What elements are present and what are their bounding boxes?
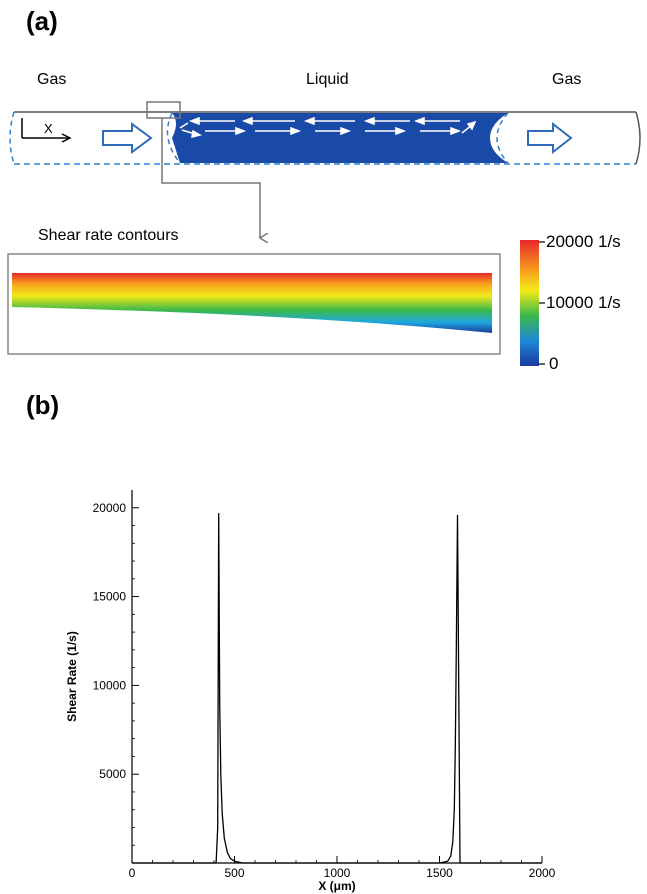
flow-arrow-left-icon [102,122,153,154]
shear-contour-panel [7,253,501,355]
y-axis-label: Shear Rate (1/s) [65,631,79,722]
zoom-region-box [146,101,181,119]
gas-left-label: Gas [37,71,67,88]
channel-schematic: X [9,101,641,238]
gas-right-label: Gas [552,71,582,88]
slug-right-meniscus [496,112,509,164]
x-tick-label: 2000 [529,866,556,880]
contour-field [12,273,492,333]
y-tick-label: 20000 [93,501,127,515]
x-tick-label: 1000 [324,866,351,880]
colorbar [520,240,545,366]
recirculation-arrows [179,116,477,139]
y-tick-label: 10000 [93,678,127,692]
shear-rate-chart: 0 500 1000 1500 2000 5000 10000 15000 20000 X (μm… [65,490,556,893]
flow-arrow-right-icon [527,121,573,155]
x-tick-label: 0 [129,866,136,880]
y-tick-label: 5000 [99,767,126,781]
channel-left-dashed-end [9,111,15,165]
shear-rate-line [132,513,542,864]
colorbar-mid-label: 10000 1/s [546,293,621,312]
colorbar-bottom-label: 0 [549,354,559,373]
zoom-connector [161,118,260,238]
axis-x-label: X [44,121,53,136]
colorbar-top-label: 20000 1/s [546,232,621,251]
slug-left-meniscus-dashed [166,112,181,164]
axis-x-arrowhead [61,133,72,143]
x-axis-label: X (μm) [318,879,355,893]
x-tick-label: 500 [224,866,244,880]
x-tick-label: 1500 [426,866,453,880]
liquid-slug [172,113,508,163]
liquid-label: Liquid [306,71,349,88]
panel-a-label: (a) [26,6,58,36]
colorbar-gradient [520,240,539,366]
contour-title: Shear rate contours [38,227,179,244]
channel-right-end [635,111,641,165]
panel-b-label: (b) [26,390,60,420]
y-tick-label: 15000 [93,590,127,604]
